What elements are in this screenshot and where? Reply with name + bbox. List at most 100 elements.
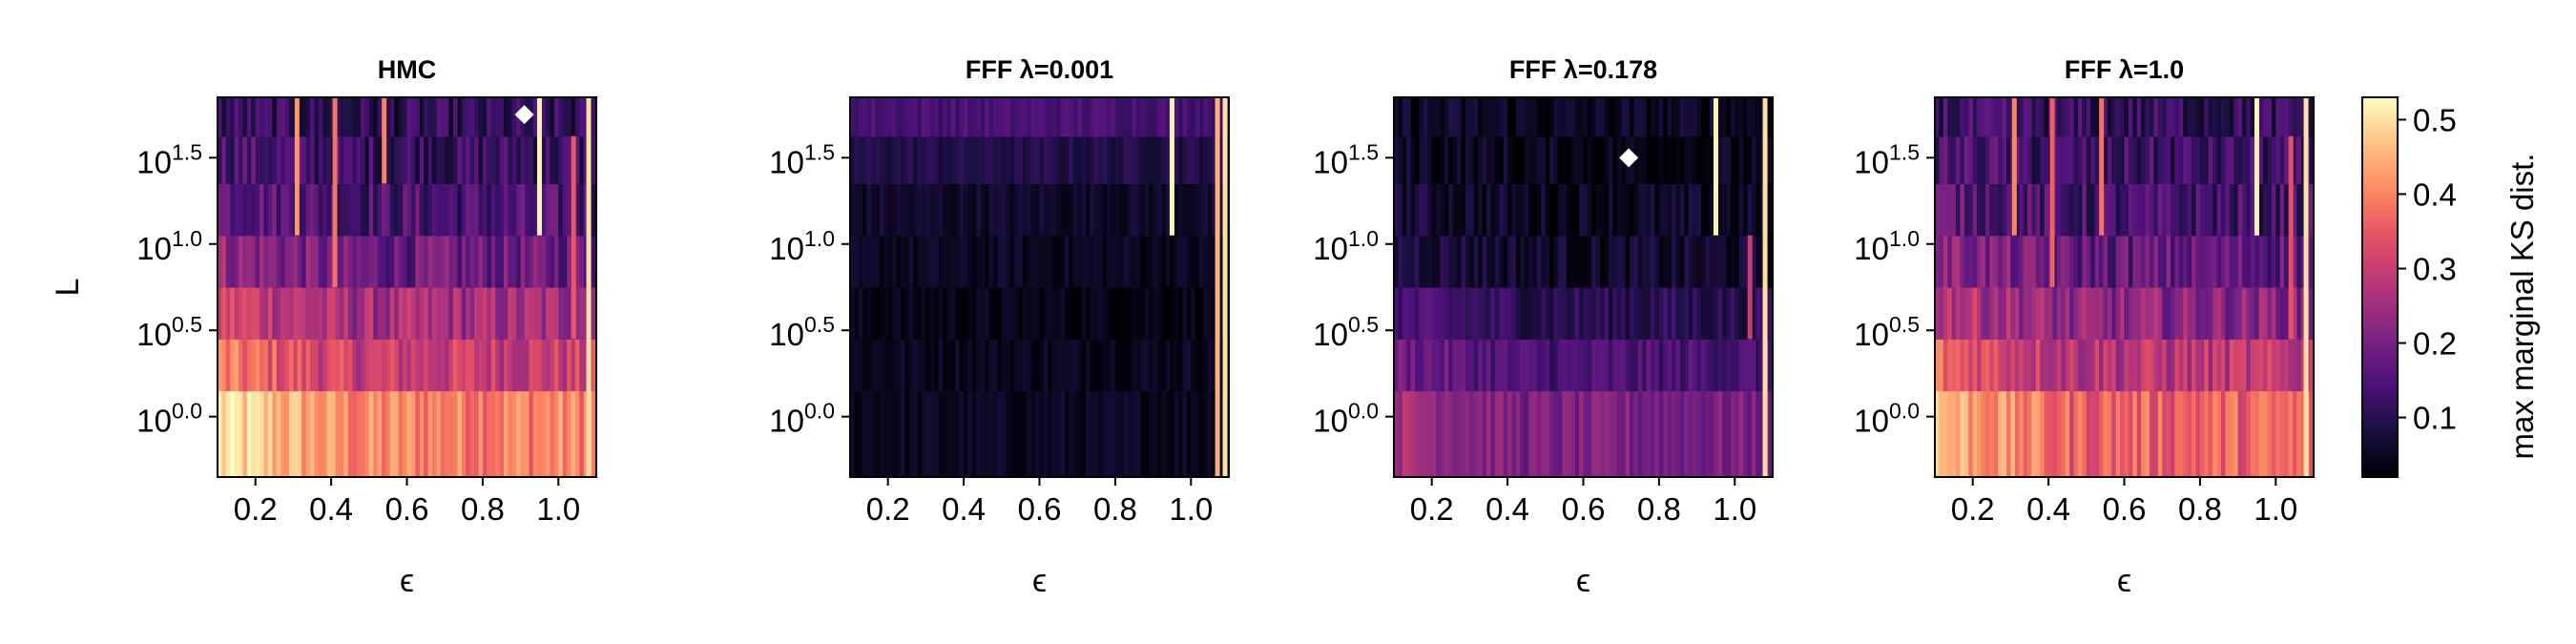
heatmap-cell: [1625, 235, 1631, 288]
heatmap-cell: [2296, 183, 2302, 237]
heatmap-cell: [1935, 339, 1941, 392]
heatmap-cell: [908, 339, 914, 392]
heatmap-cell: [2212, 235, 2218, 288]
heatmap-cell: [1153, 235, 1158, 288]
heatmap-cell: [2246, 135, 2252, 185]
heatmap-cell: [1014, 235, 1020, 288]
heatmap-cell: [280, 135, 286, 185]
heatmap-cell: [1018, 135, 1024, 185]
heatmap-cell: [234, 183, 239, 237]
heatmap-cell: [1503, 135, 1508, 185]
heatmap-cell: [326, 339, 332, 392]
heatmap-cell: [1128, 287, 1133, 340]
x-tick-label: 0.6: [2103, 491, 2147, 527]
heatmap-cell: [331, 287, 337, 340]
heatmap-cell: [445, 287, 450, 340]
heatmap-cell: [985, 183, 990, 237]
heatmap-cell: [862, 235, 868, 288]
heatmap-cell: [1981, 183, 1986, 237]
heatmap-cell: [1135, 287, 1141, 340]
heatmap-cell: [1394, 183, 1400, 237]
heatmap-cell: [1461, 390, 1466, 478]
heatmap-cell: [385, 339, 391, 392]
heatmap-cell: [1984, 390, 1990, 478]
heatmap-cell: [2005, 339, 2011, 392]
heatmap-cell: [508, 135, 513, 185]
heatmap-stripe: [2303, 97, 2309, 477]
heatmap-cell: [913, 235, 919, 288]
heatmap-cell: [900, 390, 905, 478]
heatmap-cell: [1140, 135, 1146, 185]
heatmap-cell: [2077, 135, 2083, 185]
heatmap-cell: [478, 235, 484, 288]
heatmap-cell: [352, 97, 358, 137]
heatmap-cell: [1114, 235, 1120, 288]
heatmap-cell: [854, 183, 860, 237]
heatmap-cell: [2204, 97, 2210, 137]
heatmap-cell: [2275, 183, 2281, 237]
heatmap-cell: [520, 235, 526, 288]
heatmap-cell: [2204, 235, 2210, 288]
heatmap-cell: [2107, 135, 2112, 185]
heatmap-cell: [230, 135, 236, 185]
heatmap-cell: [1402, 183, 1407, 237]
heatmap-cell: [263, 135, 269, 185]
heatmap-cell: [2271, 339, 2276, 392]
heatmap-cell: [1144, 97, 1150, 137]
heatmap-cell: [1410, 287, 1416, 340]
heatmap-cell: [1637, 390, 1643, 478]
heatmap-cell: [1524, 135, 1529, 185]
heatmap-cell: [1419, 339, 1424, 392]
heatmap-cell: [297, 339, 302, 392]
heatmap-cell: [1751, 390, 1756, 478]
heatmap-cell: [267, 339, 273, 392]
heatmap-cell: [1090, 135, 1095, 185]
heatmap-cell: [385, 135, 391, 185]
heatmap-cell: [1186, 339, 1192, 392]
heatmap-cell: [1553, 97, 1559, 137]
heatmap-cell: [403, 339, 408, 392]
heatmap-cell: [1951, 183, 1957, 237]
heatmap-cell: [532, 339, 538, 392]
heatmap-cell: [1696, 390, 1702, 478]
heatmap-cell: [1751, 135, 1756, 185]
heatmap-cell: [2031, 287, 2037, 340]
heatmap-cell: [2271, 135, 2276, 185]
heatmap-cell: [2166, 390, 2171, 478]
heatmap-cell: [1654, 390, 1660, 478]
heatmap-cell: [225, 287, 231, 340]
heatmap-cell: [255, 287, 260, 340]
heatmap-cell: [1415, 287, 1421, 340]
heatmap-cell: [457, 287, 463, 340]
y-tick-label: 101.5: [136, 139, 202, 179]
heatmap-cell: [1654, 183, 1660, 237]
heatmap-cell: [403, 135, 408, 185]
heatmap-cell: [1532, 183, 1538, 237]
heatmap-cell: [1128, 390, 1133, 478]
heatmap-cell: [2023, 97, 2028, 137]
heatmap-cell: [553, 287, 559, 340]
heatmap-cell: [356, 235, 362, 288]
heatmap-cell: [1064, 135, 1070, 185]
heatmap-cell: [592, 183, 597, 237]
heatmap-cell: [985, 135, 990, 185]
heatmap-cell: [1528, 235, 1534, 288]
heatmap-cell: [1486, 97, 1492, 137]
heatmap-cell: [2162, 390, 2168, 478]
heatmap-cell: [887, 235, 893, 288]
heatmap-cell: [360, 287, 365, 340]
heatmap-cell: [2225, 339, 2231, 392]
heatmap-cell: [2120, 390, 2126, 478]
heatmap-cell: [2195, 287, 2201, 340]
heatmap-cell: [499, 287, 505, 340]
heatmap-cell: [2073, 235, 2079, 288]
heatmap-cell: [2107, 390, 2112, 478]
heatmap-cell: [1956, 183, 1962, 237]
heatmap-cell: [1956, 339, 1962, 392]
heatmap-cell: [1935, 235, 1941, 288]
heatmap-cell: [2019, 287, 2025, 340]
heatmap-cell: [1132, 183, 1137, 237]
heatmap-cell: [525, 235, 530, 288]
heatmap-cell: [2229, 135, 2234, 185]
heatmap-cell: [368, 339, 374, 392]
